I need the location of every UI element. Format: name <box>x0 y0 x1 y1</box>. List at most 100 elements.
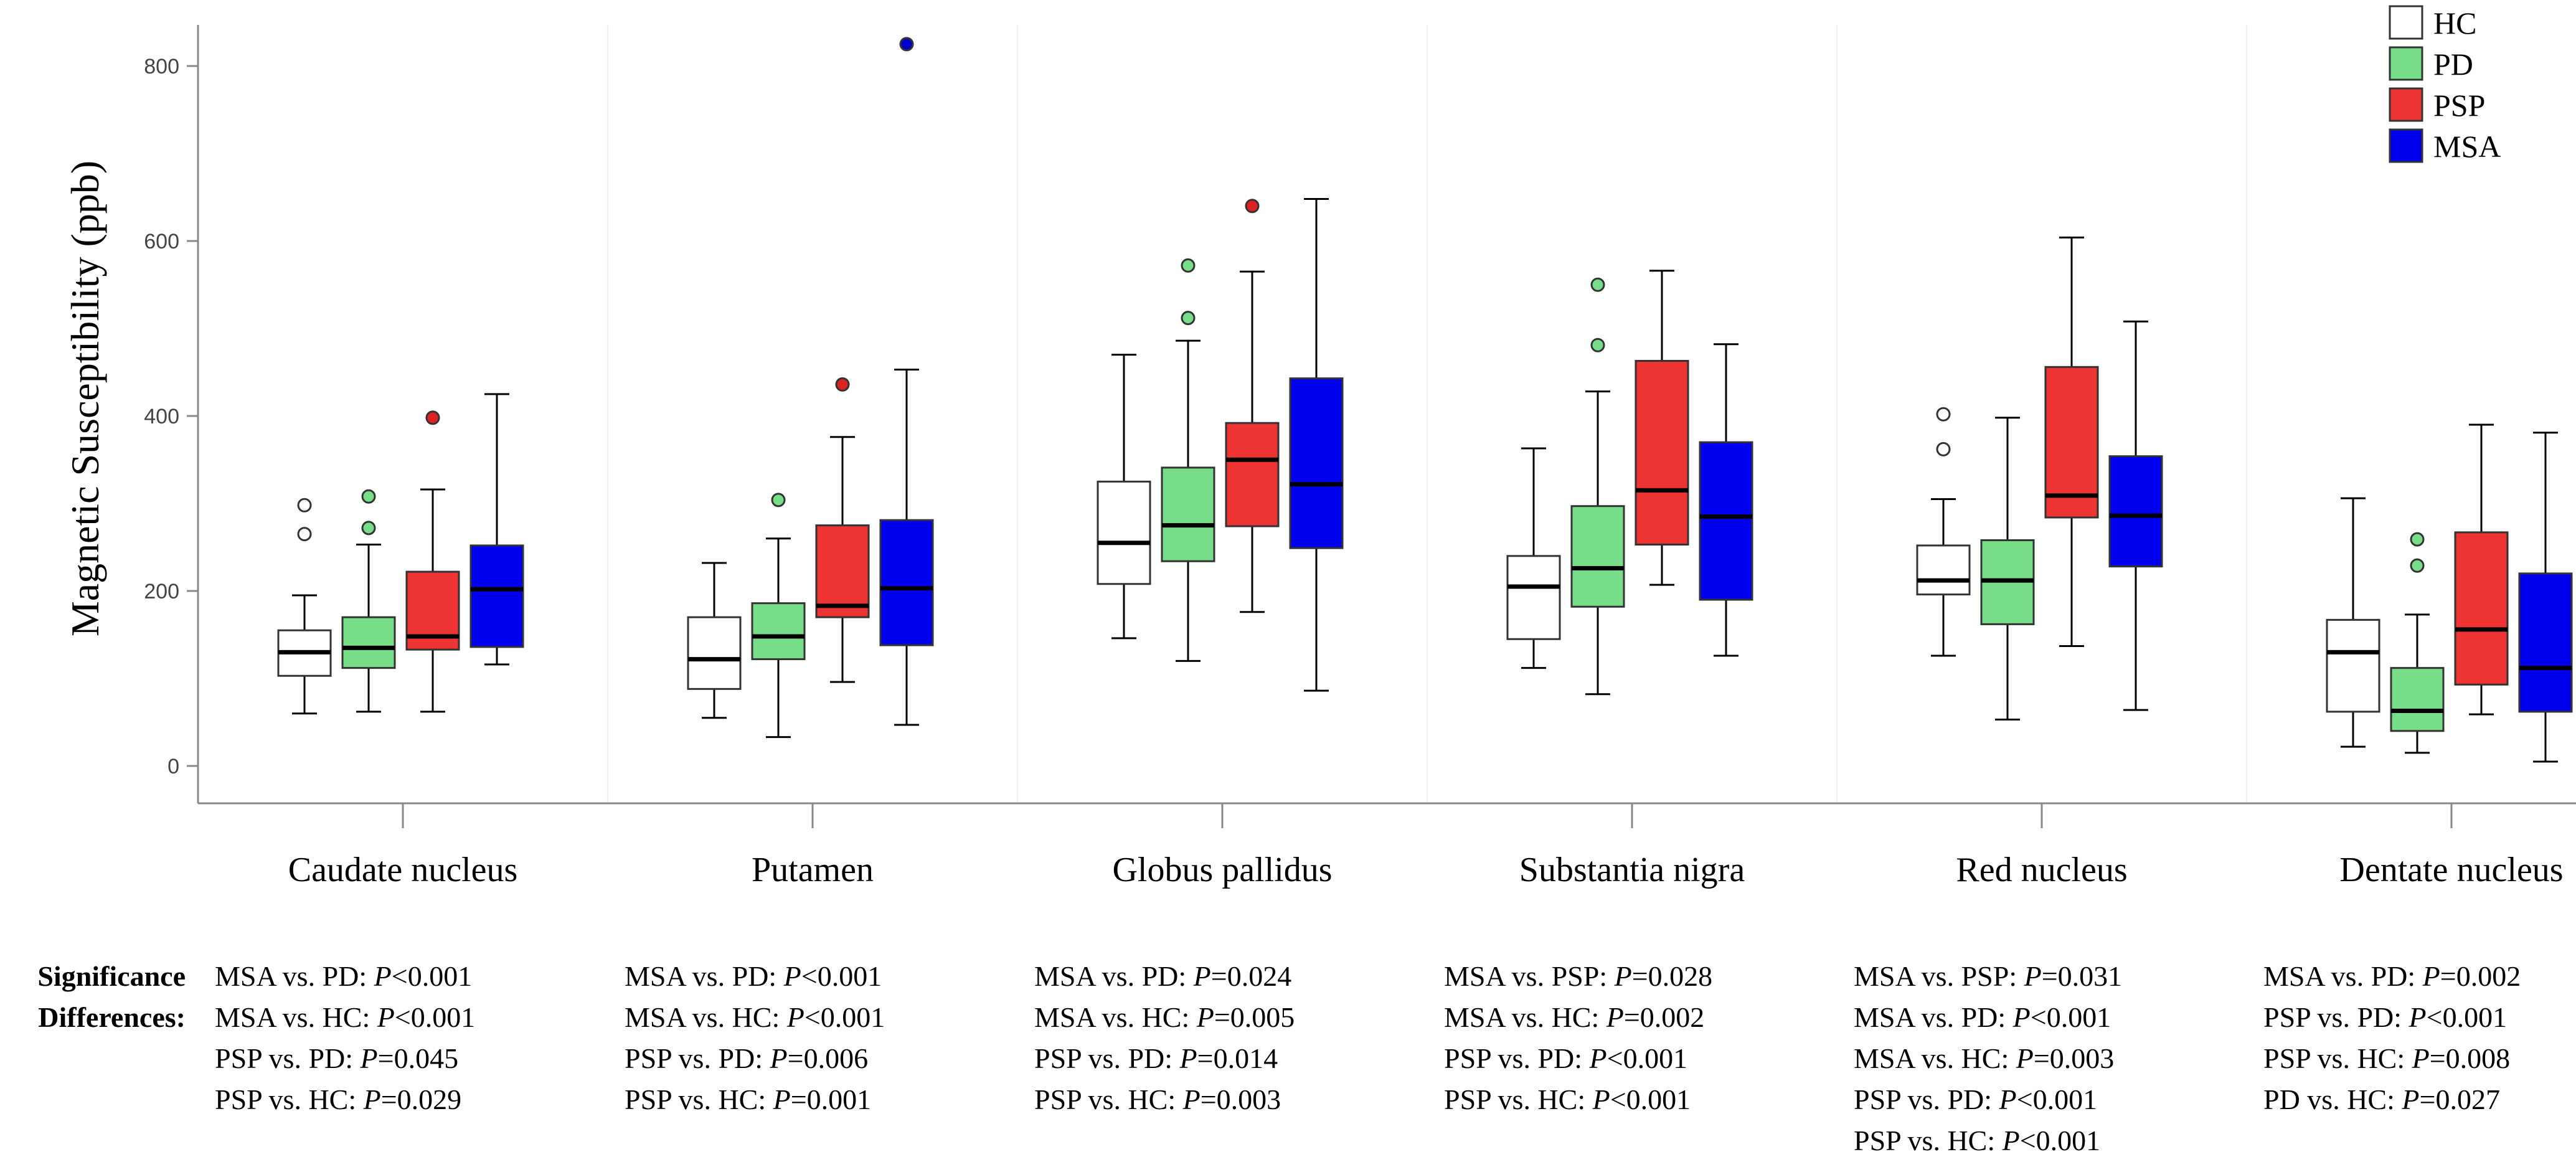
comparison-label: MSA vs. PSP: <box>1854 960 2024 992</box>
p-value: =0.003 <box>1200 1084 1281 1115</box>
p-symbol: P <box>773 1084 791 1115</box>
chart-grid <box>607 25 2247 803</box>
significance-column-caudate-nucleus: MSA vs. PD: P<0.001 MSA vs. HC: P<0.001 PS… <box>215 956 475 1120</box>
p-symbol: P <box>363 1084 381 1115</box>
p-value: =0.003 <box>2033 1042 2115 1074</box>
significance-line: MSA vs. PD: P=0.002 <box>2263 956 2521 997</box>
comparison-label: MSA vs. HC: <box>1854 1042 2016 1074</box>
p-symbol: P <box>1614 960 1632 992</box>
significance-column-substantia-nigra: MSA vs. PSP: P=0.028 MSA vs. HC: P=0.002 P… <box>1444 956 1712 1120</box>
significance-heading-line1: Significance <box>37 960 186 992</box>
y-axis-label: Magnetic Susceptibility (ppb) <box>63 161 107 636</box>
box-pd-putamen <box>751 602 806 661</box>
box-pd-caudate-nucleus <box>341 616 396 669</box>
significance-line: MSA vs. HC: P=0.005 <box>1034 997 1295 1038</box>
x-tick-label-globus-pallidus: Globus pallidus <box>1112 851 1332 889</box>
y-tick-label: 200 <box>144 580 179 603</box>
p-value: <0.001 <box>804 1001 885 1033</box>
legend-swatch-pd <box>2389 46 2423 81</box>
p-symbol: P <box>2012 1001 2031 1033</box>
box-msa-substantia-nigra <box>1699 441 1753 601</box>
outlier-pd-dentate-nucleus-0 <box>2410 558 2425 573</box>
x-tick-label-dentate-nucleus: Dentate nucleus <box>2339 851 2563 889</box>
p-value: <0.001 <box>394 1001 476 1033</box>
p-value: =0.027 <box>2419 1084 2500 1115</box>
chart-boxes <box>277 37 2573 763</box>
significance-line: PSP vs. HC: P=0.029 <box>215 1079 475 1120</box>
box-psp-substantia-nigra <box>1635 359 1689 546</box>
significance-column-putamen: MSA vs. PD: P<0.001 MSA vs. HC: P<0.001 PS… <box>625 956 885 1120</box>
chart-axes: 0 200 400 600 800 Magnetic Susceptibility (pp… <box>63 25 2576 889</box>
box-hc-red-nucleus <box>1916 544 1971 596</box>
p-symbol: P <box>783 960 801 992</box>
p-value: <0.001 <box>1606 1042 1688 1074</box>
box-pd-dentate-nucleus <box>2390 667 2445 732</box>
p-symbol: P <box>1179 1042 1197 1074</box>
comparison-label: PSP vs. PD: <box>2263 1001 2409 1033</box>
comparison-label: PSP vs. PD: <box>215 1042 361 1074</box>
box-hc-dentate-nucleus <box>2326 618 2380 713</box>
box-hc-substantia-nigra <box>1506 555 1561 640</box>
p-symbol: P <box>2402 1084 2420 1115</box>
p-symbol: P <box>1592 1084 1610 1115</box>
p-value: =0.029 <box>380 1084 462 1115</box>
p-symbol: P <box>2024 960 2042 992</box>
p-value: <0.001 <box>2016 1084 2098 1115</box>
p-value: <0.001 <box>391 960 473 992</box>
y-tick-label: 400 <box>144 405 179 428</box>
significance-line: MSA vs. PSP: P=0.031 <box>1854 956 2122 997</box>
x-tick-label-caudate-nucleus: Caudate nucleus <box>288 851 518 889</box>
significance-line: PSP vs. PD: P=0.014 <box>1034 1038 1295 1079</box>
significance-line: MSA vs. PD: P=0.024 <box>1034 956 1295 997</box>
p-value: =0.002 <box>2440 960 2521 992</box>
outlier-hc-caudate-nucleus-1 <box>297 498 312 513</box>
comparison-label: MSA vs. PD: <box>2263 960 2423 992</box>
significance-column-red-nucleus: MSA vs. PSP: P=0.031 MSA vs. PD: P<0.001 M… <box>1854 956 2122 1161</box>
box-psp-dentate-nucleus <box>2454 531 2509 686</box>
significance-line: MSA vs. PD: P<0.001 <box>625 956 885 997</box>
outlier-hc-caudate-nucleus-0 <box>297 527 312 542</box>
p-value: <0.001 <box>2019 1125 2101 1156</box>
significance-line: PD vs. HC: P=0.027 <box>2263 1079 2521 1120</box>
box-hc-globus-pallidus <box>1097 480 1151 585</box>
significance-line: MSA vs. PD: P<0.001 <box>215 956 475 997</box>
outlier-pd-dentate-nucleus-1 <box>2410 532 2425 547</box>
outlier-hc-red-nucleus-1 <box>1936 407 1951 422</box>
significance-line: MSA vs. HC: P=0.002 <box>1444 997 1712 1038</box>
p-value: <0.001 <box>801 960 882 992</box>
box-pd-substantia-nigra <box>1570 505 1625 608</box>
significance-column-dentate-nucleus: MSA vs. PD: P=0.002 PSP vs. PD: P<0.001 PS… <box>2263 956 2521 1120</box>
p-value: =0.002 <box>1623 1001 1705 1033</box>
p-symbol: P <box>2016 1042 2034 1074</box>
comparison-label: PSP vs. HC: <box>1034 1084 1183 1115</box>
box-msa-red-nucleus <box>2108 455 2163 568</box>
significance-line: PSP vs. PD: P<0.001 <box>2263 997 2521 1038</box>
y-tick-label: 0 <box>167 755 179 778</box>
p-symbol: P <box>2409 1001 2427 1033</box>
legend-label-hc: HC <box>2433 6 2476 40</box>
comparison-label: PD vs. HC: <box>2263 1084 2402 1115</box>
p-symbol: P <box>377 1001 395 1033</box>
significance-line: MSA vs. PD: P<0.001 <box>1854 997 2122 1038</box>
outlier-psp-putamen-0 <box>835 377 850 392</box>
comparison-label: MSA vs. PD: <box>625 960 784 992</box>
comparison-label: MSA vs. PD: <box>1034 960 1194 992</box>
box-psp-globus-pallidus <box>1225 422 1280 527</box>
comparison-label: MSA vs. HC: <box>1034 1001 1197 1033</box>
significance-line: PSP vs. HC: P=0.008 <box>2263 1038 2521 1079</box>
outlier-pd-caudate-nucleus-1 <box>361 489 376 504</box>
outlier-hc-red-nucleus-0 <box>1936 442 1951 456</box>
box-msa-globus-pallidus <box>1289 377 1344 549</box>
p-symbol: P <box>786 1001 804 1033</box>
significance-line: PSP vs. HC: P<0.001 <box>1854 1120 2122 1161</box>
comparison-label: MSA vs. PD: <box>215 960 374 992</box>
p-value: =0.031 <box>2041 960 2123 992</box>
comparison-label: PSP vs. PD: <box>1444 1042 1590 1074</box>
p-symbol: P <box>770 1042 788 1074</box>
comparison-label: MSA vs. PD: <box>1854 1001 2013 1033</box>
p-value: =0.024 <box>1210 960 1292 992</box>
comparison-label: MSA vs. HC: <box>1444 1001 1606 1033</box>
p-value: =0.045 <box>377 1042 459 1074</box>
legend-label-pd: PD <box>2433 47 2473 82</box>
